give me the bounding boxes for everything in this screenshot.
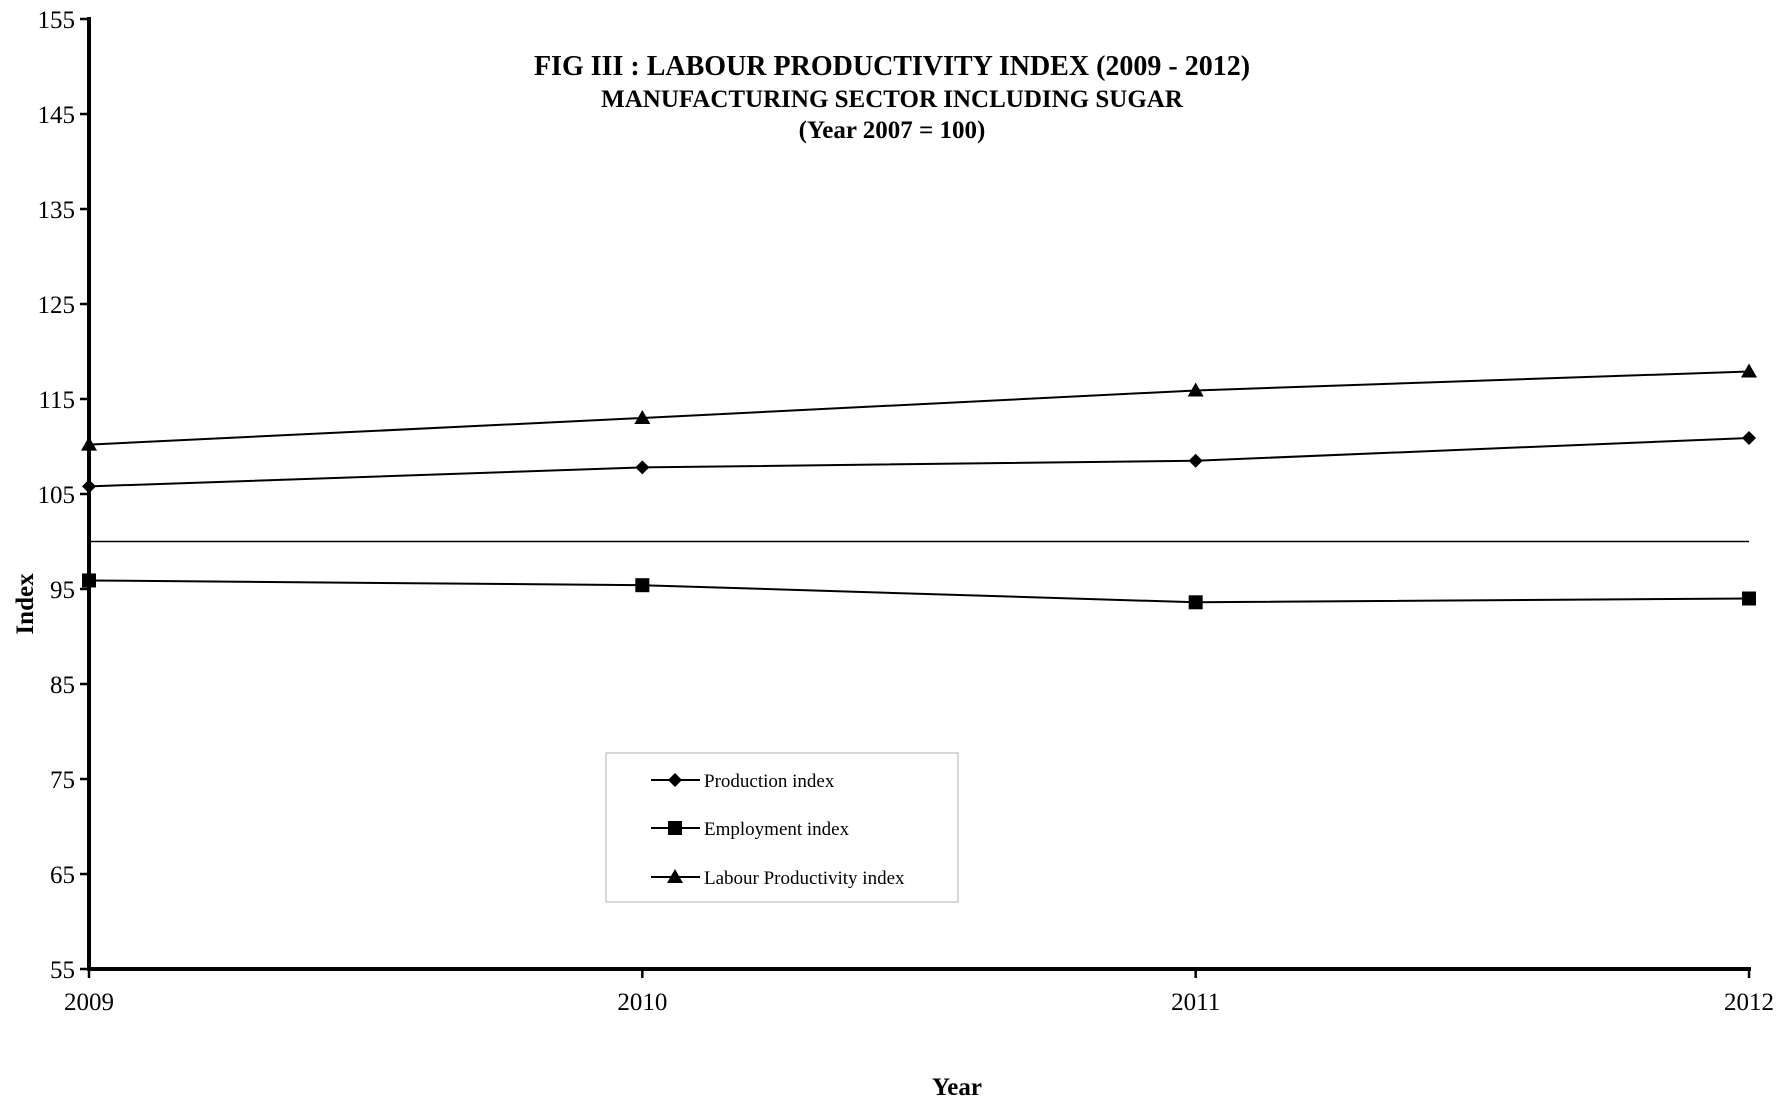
y-tick-label: 105 — [38, 482, 76, 509]
legend-marker-square — [668, 821, 682, 835]
data-point-production-index — [82, 479, 96, 494]
x-tick-label: 2011 — [1171, 989, 1220, 1016]
chart-subtitle: MANUFACTURING SECTOR INCLUDING SUGAR — [601, 86, 1184, 113]
data-point-employment-index — [1188, 595, 1203, 610]
data-point-employment-index — [635, 578, 650, 593]
series-production-index — [82, 430, 1756, 494]
data-point-labour-productivity-index — [634, 410, 651, 424]
data-point-labour-productivity-index — [1187, 382, 1204, 397]
series-layer — [81, 363, 1757, 610]
legend-marker-triangle — [667, 869, 683, 883]
y-tick-label: 135 — [38, 197, 76, 224]
legend-item-employment-index: Employment index — [651, 819, 850, 840]
legend-label: Employment index — [704, 819, 850, 840]
x-axis-title: Year — [932, 1074, 982, 1097]
y-tick-label: 55 — [50, 957, 75, 984]
y-tick-label: 85 — [50, 672, 75, 699]
data-point-employment-index — [82, 573, 96, 588]
legend: Production index Employment index Labour P… — [605, 752, 959, 903]
y-tick-label: 115 — [38, 387, 75, 414]
legend-label: Production index — [704, 771, 835, 792]
y-axis-ticks: 55 65 75 85 95 105 115 125 135 145 155 — [38, 7, 89, 984]
y-tick-label: 65 — [50, 862, 75, 889]
chart-title: FIG III : LABOUR PRODUCTIVITY INDEX (200… — [534, 51, 1250, 82]
data-point-production-index — [1188, 453, 1203, 468]
y-axis-title: Index — [12, 573, 39, 635]
y-tick-label: 155 — [38, 7, 76, 34]
x-tick-label: 2012 — [1724, 989, 1774, 1016]
chart-subtitle-base-year: (Year 2007 = 100) — [799, 117, 986, 144]
legend-item-production-index: Production index — [651, 771, 835, 792]
series-employment-index — [82, 573, 1756, 610]
series-line-production-index — [88, 436, 1750, 488]
x-tick-label: 2009 — [64, 989, 114, 1016]
y-tick-label: 125 — [38, 292, 76, 319]
data-point-production-index — [635, 460, 650, 475]
legend-label: Labour Productivity index — [704, 868, 905, 889]
y-tick-label: 75 — [50, 767, 75, 794]
series-line-labour-productivity-index — [88, 370, 1750, 446]
y-tick-label: 145 — [38, 102, 76, 129]
y-tick-label: 95 — [50, 577, 75, 604]
legend-marker-diamond — [668, 773, 682, 787]
x-axis-ticks: 2009 2010 2011 2012 — [64, 969, 1774, 1016]
x-tick-label: 2010 — [617, 989, 667, 1016]
data-point-employment-index — [1742, 591, 1756, 606]
series-line-employment-index — [88, 579, 1750, 604]
data-point-production-index — [1742, 430, 1756, 445]
data-point-labour-productivity-index — [1741, 363, 1757, 378]
series-labour-productivity-index — [81, 363, 1757, 451]
data-point-labour-productivity-index — [81, 436, 97, 451]
legend-item-labour-productivity-index: Labour Productivity index — [651, 868, 905, 889]
